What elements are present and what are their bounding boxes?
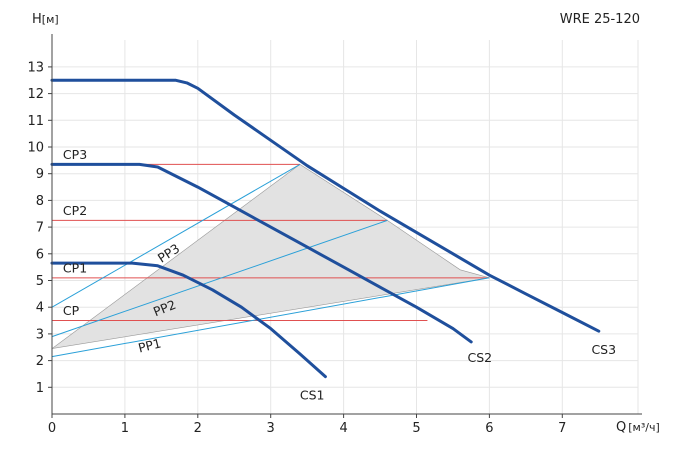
x-tick-label: 3 [267,421,275,436]
x-axis-label: Q [м³/ч] [616,420,660,435]
x-tick-label: 0 [48,421,56,436]
pp-lines [51,163,490,358]
y-axis-label: H[м] [32,12,59,27]
y-tick-label: 3 [36,327,44,342]
cp-lines [52,163,490,322]
cs-curves [50,78,601,379]
y-tick-label: 2 [36,354,44,369]
operating-region [51,164,490,349]
y-tick-label: 11 [27,114,44,129]
y-tick-label: 7 [36,221,44,236]
x-tick-label: 6 [485,421,493,436]
cs-curve-cs3 [50,78,601,333]
cs-curve-cs2 [50,162,473,344]
pp-line-pp3 [51,163,301,308]
y-tick-label: 12 [27,87,44,102]
y-tick-label: 13 [27,60,44,75]
curve-label-cs1: CS1 [300,387,325,402]
curve-label-cp2: CP2 [63,203,87,218]
cs-curve-cs1 [50,261,327,379]
y-tick-label: 5 [36,274,44,289]
pp-line-pp2 [51,219,388,338]
x-tick-label: 1 [121,421,129,436]
y-tick-label: 4 [36,301,44,316]
curve-label-cs3: CS3 [591,342,616,357]
curve-label-cp: CP [63,303,80,318]
x-tick-label: 7 [558,421,566,436]
x-tick-label: 5 [412,421,420,436]
curve-label-cs2: CS2 [468,350,493,365]
model-label: WRE 25-120 [560,12,640,27]
curve-label-cp3: CP3 [63,147,87,162]
x-axis-label-letter: Q [616,420,626,435]
y-axis-unit: [м] [42,13,59,26]
operating-region-area [51,164,490,349]
y-tick-label: 10 [27,141,44,156]
x-tick-label: 4 [339,421,347,436]
y-tick-label: 9 [36,167,44,182]
y-tick-label: 1 [36,381,44,396]
x-axis-unit: [м³/ч] [628,421,660,434]
curve-label-pp1: PP1 [137,335,163,355]
y-tick-label: 8 [36,194,44,209]
pp-line-pp1 [51,277,490,358]
curve-label-cp1: CP1 [63,260,87,275]
x-tick-label: 2 [194,421,202,436]
y-tick-label: 6 [36,247,44,262]
y-axis-label-letter: H [32,12,42,27]
